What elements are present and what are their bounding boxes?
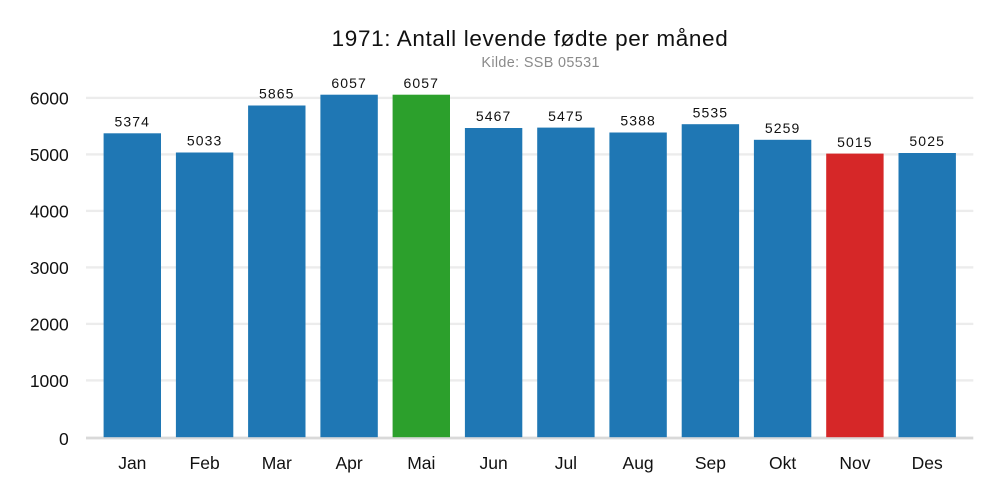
svg-text:5374: 5374 [115, 114, 151, 130]
svg-text:5535: 5535 [693, 104, 729, 120]
svg-text:4000: 4000 [30, 202, 69, 222]
svg-text:Des: Des [912, 453, 943, 473]
svg-text:Apr: Apr [335, 453, 362, 473]
svg-text:5467: 5467 [476, 108, 512, 124]
svg-text:5000: 5000 [30, 145, 69, 165]
svg-text:Jul: Jul [555, 453, 577, 473]
svg-text:6057: 6057 [331, 75, 367, 91]
svg-text:Sep: Sep [695, 453, 726, 473]
svg-text:6000: 6000 [30, 89, 69, 109]
svg-text:Kilde: SSB 05531: Kilde: SSB 05531 [481, 55, 599, 71]
svg-text:Feb: Feb [190, 453, 220, 473]
svg-text:5025: 5025 [909, 133, 945, 149]
svg-text:5388: 5388 [620, 113, 656, 129]
svg-text:Mar: Mar [262, 453, 292, 473]
svg-text:Mai: Mai [407, 453, 435, 473]
svg-text:5015: 5015 [837, 134, 873, 150]
svg-text:5865: 5865 [259, 86, 295, 102]
svg-text:1000: 1000 [30, 371, 69, 391]
svg-text:Okt: Okt [769, 453, 796, 473]
svg-text:5259: 5259 [765, 120, 801, 136]
svg-text:3000: 3000 [30, 258, 69, 278]
svg-text:Aug: Aug [623, 453, 654, 473]
svg-text:1971: Antall levende fødte per: 1971: Antall levende fødte per måned [332, 26, 729, 51]
svg-text:Jun: Jun [479, 453, 507, 473]
svg-text:6057: 6057 [404, 75, 440, 91]
svg-text:Nov: Nov [839, 453, 870, 473]
svg-text:Jan: Jan [118, 453, 146, 473]
svg-text:5033: 5033 [187, 133, 223, 149]
svg-text:0: 0 [59, 429, 69, 449]
svg-text:5475: 5475 [548, 108, 584, 124]
svg-text:2000: 2000 [30, 315, 69, 335]
